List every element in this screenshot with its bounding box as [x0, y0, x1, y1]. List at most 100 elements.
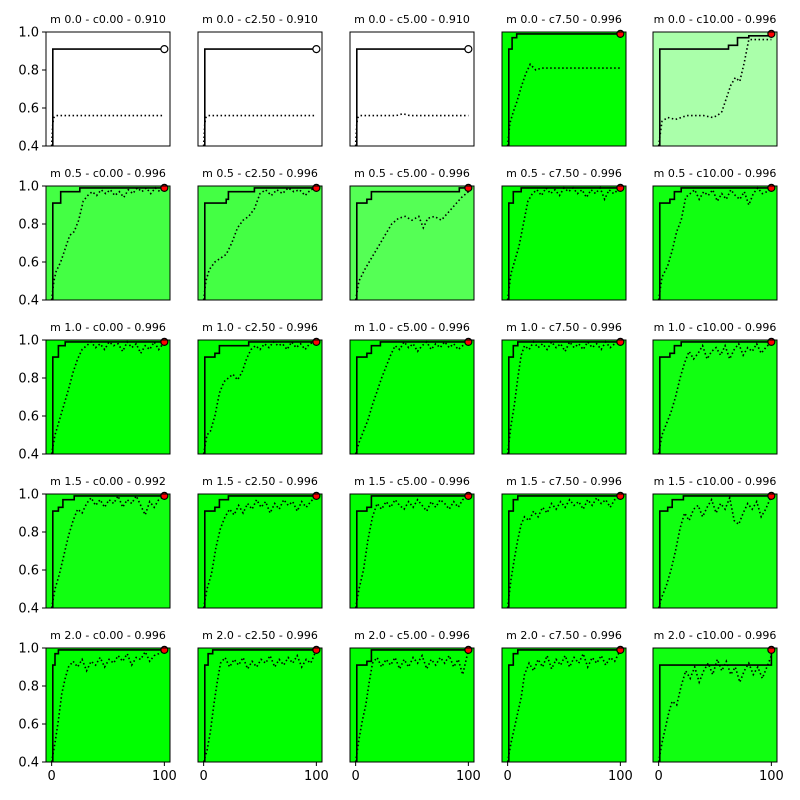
panel-background — [46, 648, 170, 762]
panel-background — [198, 648, 322, 762]
final-marker — [312, 645, 321, 655]
best-series-line — [51, 495, 165, 608]
best-series-line — [355, 341, 469, 454]
final-marker — [464, 337, 473, 346]
y-tick-label: 0.6 — [18, 410, 39, 425]
panel-frame — [349, 647, 475, 763]
panel-frame — [501, 339, 627, 455]
final-marker — [767, 337, 776, 346]
final-marker — [312, 337, 321, 346]
panel: m 0.0 - c5.00 - 0.910 — [349, 13, 475, 147]
y-tick-label: 1.0 — [18, 26, 39, 41]
panel-title: m 0.5 - c5.00 - 0.996 — [354, 167, 470, 180]
best-series-line — [658, 187, 772, 300]
panel-title: m 1.0 - c7.50 - 0.996 — [506, 321, 622, 334]
best-series-line — [51, 341, 165, 454]
panel-title: m 1.5 - c10.00 - 0.996 — [654, 475, 777, 488]
panel-frame — [197, 31, 323, 147]
best-series-line — [658, 649, 773, 762]
best-series-line — [507, 33, 621, 146]
final-marker — [616, 29, 625, 39]
panel-lines — [50, 340, 166, 454]
panel-lines — [202, 495, 317, 608]
current-series-line — [50, 494, 165, 608]
panel-frame — [197, 185, 323, 301]
current-series-line — [354, 495, 469, 608]
current-series-line — [354, 340, 469, 454]
panel: m 0.5 - c10.00 - 0.996 — [652, 167, 778, 301]
best-series-line — [203, 48, 317, 146]
panel-background — [653, 186, 777, 300]
current-series-line — [657, 655, 773, 762]
panel-frame — [349, 31, 475, 147]
panel: m 1.0 - c10.00 - 0.996 — [652, 321, 778, 455]
x-tick-label: 100 — [608, 769, 633, 784]
current-series-line — [50, 649, 165, 762]
panel-title: m 0.0 - c7.50 - 0.996 — [506, 13, 622, 26]
panel-frame — [349, 493, 475, 609]
panel-lines — [354, 187, 469, 300]
panel-frame — [349, 185, 475, 301]
panel-lines — [506, 340, 621, 454]
y-tick-label: 0.4 — [18, 602, 39, 617]
best-series-line — [507, 649, 621, 762]
panel-frame — [45, 185, 171, 301]
best-series-line — [203, 495, 317, 608]
final-marker — [464, 183, 473, 192]
panel-title: m 2.0 - c0.00 - 0.996 — [50, 629, 166, 642]
y-tick-label: 0.4 — [18, 294, 39, 309]
panel-title: m 1.0 - c5.00 - 0.996 — [354, 321, 470, 334]
y-tick-label: 0.6 — [18, 102, 39, 117]
panel: m 0.5 - c7.50 - 0.996 — [501, 167, 627, 301]
panel-background — [198, 32, 322, 146]
current-series-line — [202, 186, 317, 300]
panel-title: m 1.0 - c0.00 - 0.996 — [50, 321, 166, 334]
panel-frame — [501, 31, 627, 147]
panel-lines — [354, 340, 469, 454]
panel-background — [350, 186, 474, 300]
panel-background — [350, 648, 474, 762]
panel-background — [350, 32, 474, 146]
final-marker — [767, 491, 776, 500]
panel-title: m 0.5 - c10.00 - 0.996 — [654, 167, 777, 180]
panel-lines — [657, 33, 773, 146]
y-tick-label: 0.8 — [18, 64, 39, 79]
current-series-line — [657, 495, 773, 608]
final-marker — [160, 44, 169, 54]
panel-lines — [354, 649, 470, 762]
panel-title: m 0.0 - c0.00 - 0.910 — [50, 13, 166, 26]
y-tick-label: 0.8 — [18, 526, 39, 541]
y-tick-label: 1.0 — [18, 488, 39, 503]
best-series-line — [355, 48, 469, 146]
y-tick-label: 0.6 — [18, 564, 39, 579]
best-series-line — [507, 187, 621, 300]
panel-title: m 0.5 - c7.50 - 0.996 — [506, 167, 622, 180]
panel-frame — [197, 493, 323, 609]
panel-lines — [506, 33, 621, 146]
final-marker — [616, 645, 625, 655]
panel-background — [653, 494, 777, 608]
best-series-line — [203, 341, 317, 454]
panel: m 2.0 - c2.50 - 0.996 0 100 — [197, 629, 329, 784]
panel: m 1.5 - c2.50 - 0.996 — [197, 475, 323, 609]
panel-background — [198, 186, 322, 300]
panel-frame — [45, 339, 171, 455]
panel: m 1.5 - c7.50 - 0.996 — [501, 475, 627, 609]
panel-background — [502, 340, 626, 454]
y-tick-label: 0.6 — [18, 256, 39, 271]
panel-lines — [202, 340, 317, 454]
x-tick-label: 100 — [304, 769, 329, 784]
panel-lines — [50, 494, 165, 608]
panel-title: m 2.0 - c7.50 - 0.996 — [506, 629, 622, 642]
final-marker — [767, 29, 776, 39]
panel-title: m 1.5 - c5.00 - 0.996 — [354, 475, 470, 488]
y-tick-label: 0.8 — [18, 680, 39, 695]
best-series-line — [507, 341, 621, 454]
final-marker — [160, 183, 169, 192]
panel-background — [653, 32, 777, 146]
x-tick-label: 100 — [456, 769, 481, 784]
panel: m 0.5 - c0.00 - 0.996 0.4 0.6 0.8 1.0 — [18, 167, 171, 309]
y-tick-label: 1.0 — [18, 180, 39, 195]
panel-background — [46, 494, 170, 608]
panel-title: m 1.0 - c2.50 - 0.996 — [202, 321, 318, 334]
